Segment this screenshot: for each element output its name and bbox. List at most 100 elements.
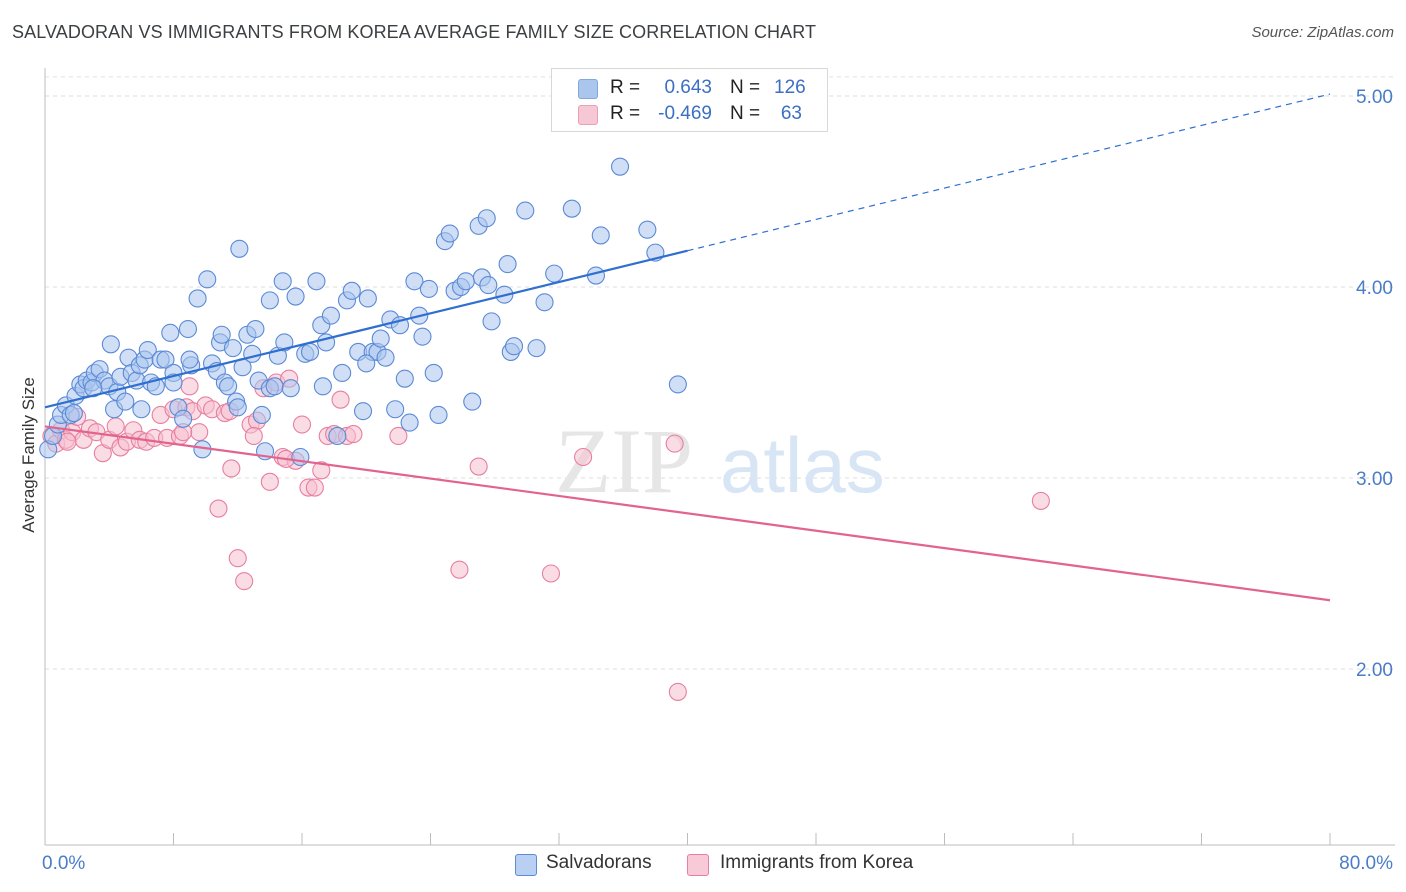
korea-point (665, 434, 684, 453)
salvadoran-point (477, 209, 496, 228)
korea-point (344, 425, 363, 444)
salvadoran-point (265, 377, 284, 396)
salvadoran-point (358, 289, 377, 308)
salvadoran-point (84, 379, 103, 398)
salvadoran-point (230, 239, 249, 258)
salvadoran-point (260, 291, 279, 310)
legend-label-korea: Immigrants from Korea (720, 852, 914, 873)
legend-n-label: N = (730, 103, 761, 124)
salvadoran-point (376, 348, 395, 367)
salvadoran-point (504, 337, 524, 356)
x-tick-label: 80.0% (1339, 853, 1393, 874)
korea-point (574, 447, 593, 467)
korea-point (541, 564, 561, 583)
korea-point (106, 417, 125, 436)
salvadoran-point (395, 369, 414, 388)
salvadoran-point (116, 392, 135, 411)
salvadoran-point (228, 398, 247, 417)
legend-n-value: 63 (780, 103, 802, 124)
salvadoran-point (333, 363, 352, 383)
salvadoran-point (419, 279, 438, 298)
tick-labels: 2.00 3.00 4.00 5.00 0.0% 80.0% (42, 87, 1393, 874)
korea-point (235, 572, 254, 591)
legend-row-salvadorans: R = 0.643 N = 126 (552, 75, 827, 101)
legend-r-label: R = (610, 103, 641, 124)
salvadoran-point (281, 379, 300, 398)
salvadoran-point (300, 342, 320, 361)
korea-point (469, 457, 488, 476)
salvadoran-point (527, 339, 546, 358)
series-legend: Salvadorans Immigrants from Korea (0, 851, 1406, 879)
salvadoran-point (156, 350, 175, 369)
korea-point (389, 426, 408, 446)
salvadoran-point (180, 350, 199, 369)
salvadoran-point (307, 272, 326, 291)
y-tick-label: 5.00 (1356, 87, 1393, 108)
salvadoran-point (198, 270, 217, 289)
salvadoran-point (252, 405, 271, 425)
legend-row-korea: R = -0.469 N = 63 (552, 101, 827, 127)
salvadoran-point (161, 323, 180, 342)
legend-swatch-pink (578, 105, 598, 125)
legend-n-value: 126 (774, 77, 806, 98)
legend-swatch-blue (578, 79, 598, 99)
korea-point (331, 390, 350, 409)
legend-label-salvadorans: Salvadorans (546, 852, 652, 873)
salvadoran-point (357, 354, 376, 373)
salvadoran-point (328, 426, 347, 446)
salvadoran-point (101, 335, 120, 354)
salvadoran-point (386, 400, 405, 419)
salvadoran-point (178, 319, 198, 339)
salvadorans-trend-line (44, 249, 688, 409)
salvadoran-point (313, 377, 332, 396)
korea-point (305, 478, 324, 497)
salvadoran-point (174, 409, 193, 428)
korea-point (260, 472, 279, 491)
salvadoran-point (132, 400, 151, 419)
salvadoran-point (246, 319, 265, 339)
salvadoran-point (562, 199, 581, 218)
salvadoran-point (638, 220, 657, 239)
salvadoran-point (212, 325, 231, 344)
korea-point (668, 682, 687, 701)
salvadoran-point (424, 363, 443, 383)
salvadoran-point (286, 287, 305, 306)
y-tick-label: 3.00 (1356, 469, 1393, 490)
salvadoran-point (591, 226, 610, 245)
legend-swatch-korea (687, 854, 709, 876)
salvadoran-point (353, 402, 373, 421)
salvadoran-point (405, 272, 424, 291)
salvadoran-point (223, 339, 242, 358)
salvadoran-point (188, 289, 207, 308)
salvadoran-point (273, 272, 292, 291)
salvadoran-point (413, 327, 432, 346)
series-salvadorans-points (39, 157, 687, 467)
chart-title: SALVADORAN VS IMMIGRANTS FROM KOREA AVER… (12, 22, 817, 42)
salvadoran-point (243, 344, 262, 363)
stats-legend: R = 0.643 N = 126 R = -0.469 N = 63 (551, 68, 828, 132)
legend-swatch-salvadorans (515, 854, 537, 876)
salvadoran-point (498, 255, 517, 274)
korea-point (228, 549, 247, 568)
salvadoran-point (342, 281, 361, 300)
salvadoran-point (321, 306, 340, 325)
korea-point (244, 426, 263, 446)
salvadoran-point (275, 333, 294, 352)
salvadoran-point (463, 392, 482, 411)
korea-point (312, 461, 331, 480)
korea-trend-line (44, 425, 1331, 602)
legend-r-label: R = (610, 77, 641, 98)
source-label: Source: ZipAtlas.com (1251, 24, 1394, 41)
x-tick-label: 0.0% (42, 853, 85, 874)
salvadoran-point (291, 447, 310, 467)
salvadoran-point (479, 276, 498, 295)
korea-point (180, 377, 199, 396)
salvadoran-point (429, 405, 448, 425)
korea-point (190, 423, 209, 442)
salvadoran-point (610, 157, 630, 176)
legend-n-label: N = (730, 77, 761, 98)
korea-point (292, 415, 312, 434)
watermark-atlas: atlas (720, 421, 885, 509)
series-korea-points (42, 369, 1050, 701)
